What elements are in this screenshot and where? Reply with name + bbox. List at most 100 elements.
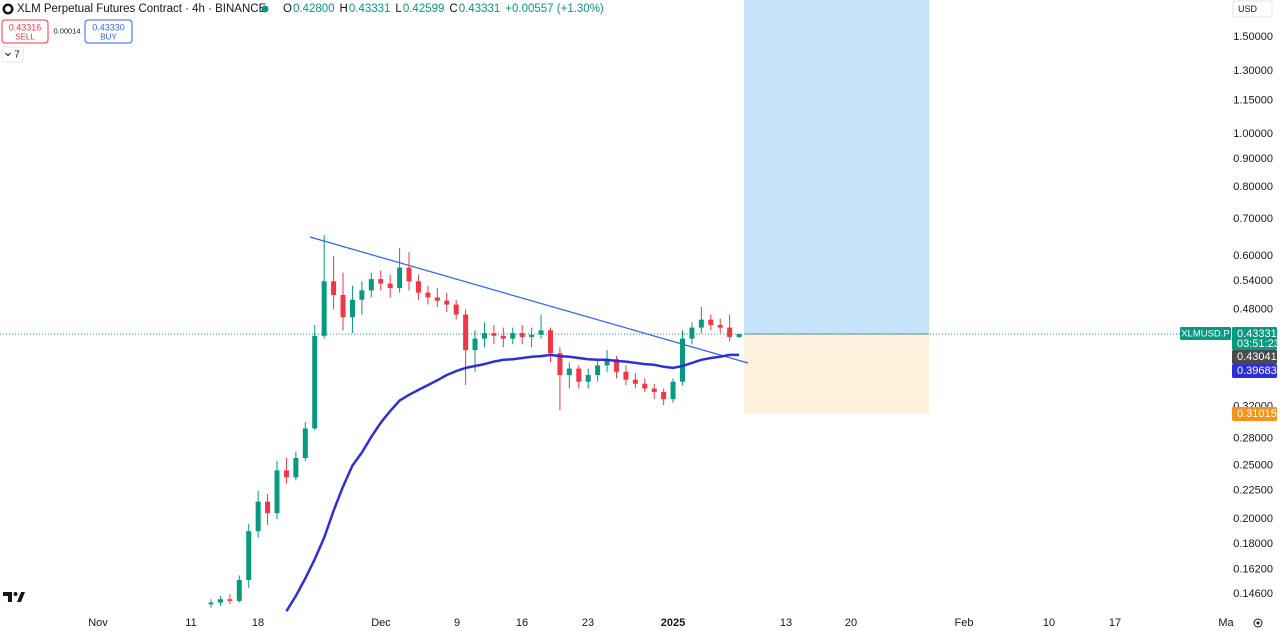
y-tick-label: 0.48000 bbox=[1233, 303, 1273, 315]
trade-panel: 0.43316 SELL 0.00014 0.43330 BUY bbox=[1, 19, 133, 44]
target-zone bbox=[744, 0, 929, 334]
ohlc-value: 0.42800 bbox=[293, 3, 335, 15]
candle-body bbox=[613, 359, 619, 372]
candle-body bbox=[387, 283, 393, 289]
candle-body bbox=[510, 333, 516, 339]
price-label: 0.43331 bbox=[1237, 328, 1277, 340]
logo-part bbox=[3, 592, 12, 602]
candle-body bbox=[444, 300, 450, 305]
candle-body bbox=[453, 304, 459, 315]
indicators-box[interactable] bbox=[1, 46, 24, 63]
candle-body bbox=[595, 365, 601, 376]
candle-body bbox=[585, 375, 591, 382]
price-label-box bbox=[1232, 406, 1277, 421]
x-tick-label: Ma bbox=[1218, 617, 1234, 629]
ohlc-key: C bbox=[449, 3, 457, 15]
symbol-icon-inner bbox=[5, 6, 11, 12]
candle-body bbox=[293, 458, 299, 478]
candle-body bbox=[283, 470, 289, 478]
sell-button[interactable] bbox=[1, 19, 49, 44]
candle-body bbox=[632, 379, 638, 384]
candle-body bbox=[340, 294, 346, 318]
candle-body bbox=[500, 335, 506, 339]
y-tick-label: 0.20000 bbox=[1233, 513, 1273, 525]
candle-body bbox=[680, 338, 685, 382]
settings-dot bbox=[1256, 621, 1260, 625]
currency-selector[interactable]: USD bbox=[1232, 0, 1273, 18]
candle-body bbox=[255, 501, 261, 532]
chevron bbox=[5, 52, 11, 57]
candle-body bbox=[425, 292, 431, 298]
ohlc-value: 0.42599 bbox=[403, 3, 445, 15]
buy-price: 0.43330 bbox=[92, 22, 125, 32]
x-tick-label: 13 bbox=[780, 617, 792, 629]
settings-ring[interactable] bbox=[1253, 618, 1263, 628]
y-tick-label: 0.60000 bbox=[1233, 250, 1273, 262]
candle-body bbox=[434, 297, 440, 301]
settings-icon[interactable] bbox=[1253, 618, 1263, 628]
y-tick-label: 0.80000 bbox=[1233, 181, 1273, 193]
sell-price: 0.43316 bbox=[9, 22, 42, 32]
candle-body bbox=[651, 388, 657, 393]
candle-body bbox=[415, 281, 421, 293]
y-tick-label: 0.25000 bbox=[1233, 459, 1273, 471]
candle-body bbox=[368, 279, 374, 291]
moving-average bbox=[285, 353, 740, 612]
candle-body bbox=[236, 579, 242, 601]
header: XLM Perpetual Futures Contract · 4h · BI… bbox=[2, 3, 604, 15]
candle-body bbox=[519, 333, 525, 337]
candle-body bbox=[670, 381, 676, 400]
candle-body bbox=[265, 501, 271, 514]
candle-body bbox=[217, 599, 223, 603]
market-status[interactable] bbox=[261, 5, 269, 13]
price-label: 0.31015 bbox=[1237, 408, 1277, 420]
candle-body bbox=[717, 324, 723, 328]
symbol-title[interactable]: XLM Perpetual Futures Contract · 4h · BI… bbox=[17, 3, 267, 15]
candle-body bbox=[708, 319, 714, 325]
candle-body bbox=[698, 319, 704, 328]
candle-body bbox=[349, 299, 355, 318]
x-tick-label: 18 bbox=[252, 617, 264, 629]
candle-body bbox=[321, 281, 327, 336]
candle-body bbox=[623, 371, 629, 380]
candle-body bbox=[312, 335, 318, 429]
ohlc-key: L bbox=[395, 3, 402, 15]
candle-body bbox=[491, 333, 497, 336]
buy-button[interactable] bbox=[84, 19, 133, 44]
candle-body bbox=[331, 281, 337, 295]
candle-body bbox=[576, 368, 582, 382]
x-tick-label: 9 bbox=[454, 617, 460, 629]
symbol-tag: XLMUSD.P bbox=[1181, 328, 1230, 339]
candle-body bbox=[481, 333, 487, 339]
y-tick-label: 0.22500 bbox=[1233, 485, 1273, 497]
candle-body bbox=[302, 428, 308, 459]
x-tick-label: 23 bbox=[582, 617, 594, 629]
x-tick-label: 17 bbox=[1109, 617, 1121, 629]
symbol-tag-box bbox=[1180, 326, 1231, 340]
currency-box[interactable] bbox=[1232, 0, 1273, 18]
logo-part bbox=[13, 592, 18, 596]
candle-body bbox=[661, 392, 667, 400]
indicators-toggle[interactable]: 7 bbox=[1, 46, 24, 63]
countdown: 03:51:23 bbox=[1237, 338, 1280, 350]
y-tick-label: 0.16200 bbox=[1233, 563, 1273, 575]
x-tick-label: 2025 bbox=[661, 617, 685, 629]
y-tick-label: 0.70000 bbox=[1233, 213, 1273, 225]
y-tick-label: 1.15000 bbox=[1233, 94, 1273, 106]
y-tick-label: 0.28000 bbox=[1233, 432, 1273, 444]
candle-body bbox=[529, 334, 535, 337]
price-label: 0.39683 bbox=[1237, 365, 1277, 377]
spread: 0.00014 bbox=[53, 26, 80, 35]
candle-body bbox=[547, 330, 553, 354]
indicators-count: 7 bbox=[14, 50, 20, 61]
candle-body bbox=[397, 267, 403, 289]
candle-body bbox=[727, 327, 733, 337]
candle-body bbox=[566, 368, 572, 376]
candle-body bbox=[406, 267, 412, 282]
ohlc-key: O bbox=[283, 3, 292, 15]
candle-body bbox=[557, 353, 563, 376]
candle-body bbox=[463, 314, 469, 351]
y-tick-label: 0.14600 bbox=[1233, 588, 1273, 600]
price-label-box bbox=[1232, 326, 1277, 350]
